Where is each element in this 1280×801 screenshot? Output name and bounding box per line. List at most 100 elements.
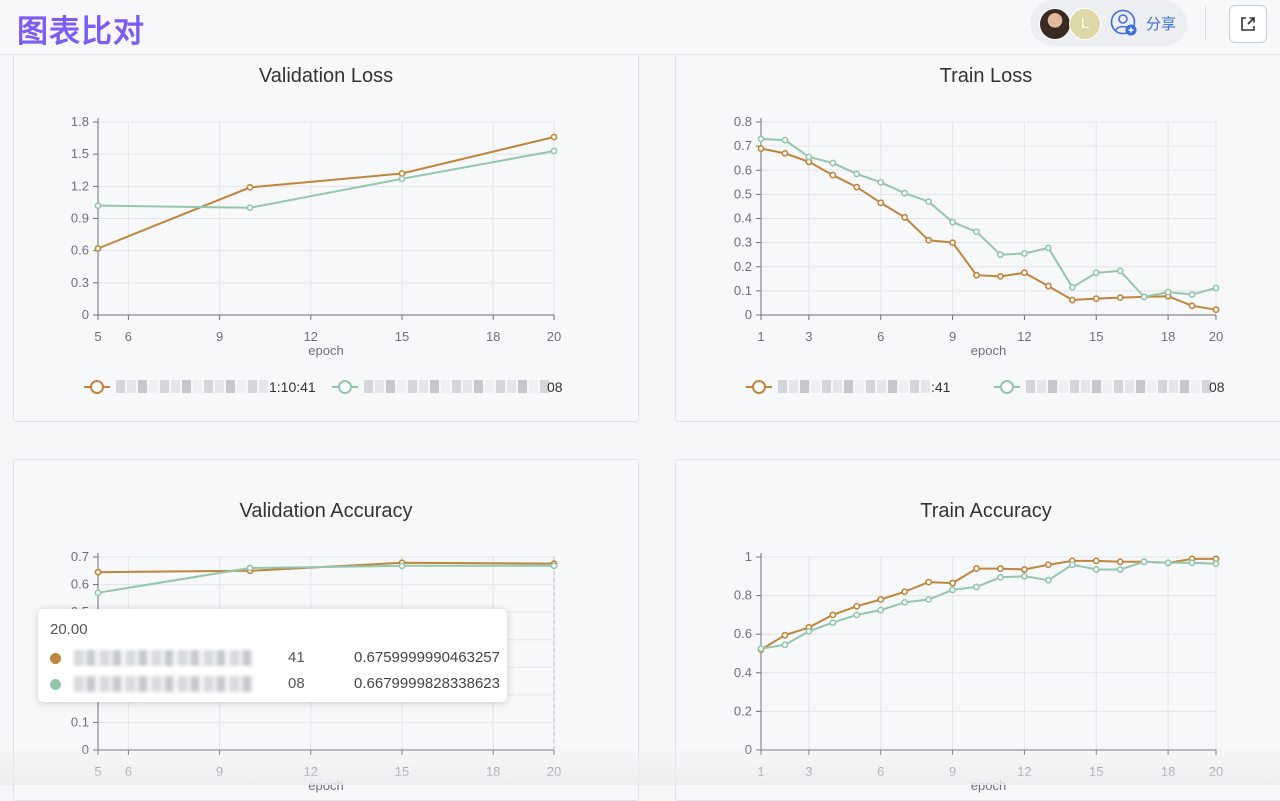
x-tick-label: 9 [216,329,223,344]
x-axis-label: epoch [971,778,1006,793]
redacted-run-name [1037,380,1046,393]
redacted-run-name [237,380,246,393]
data-point [246,564,254,572]
data-point [246,184,254,191]
data-point [94,568,102,576]
redacted-run-name [259,380,268,393]
data-point [973,565,980,572]
x-tick-label: 5 [94,764,101,779]
data-point [997,272,1004,280]
data-point [1116,566,1124,573]
x-tick-label: 3 [805,764,812,779]
redacted-run-name [248,380,257,393]
data-point [94,589,102,597]
collaborators-pill[interactable]: L 分享 [1030,0,1187,46]
data-point [1021,572,1028,580]
data-point [1021,269,1028,277]
x-tick-label: 18 [1161,329,1175,344]
share-button[interactable]: 分享 [1146,15,1177,33]
export-button[interactable] [1229,5,1267,43]
y-tick-label: 0 [82,742,89,757]
x-tick-label: 20 [547,764,561,779]
data-point [973,583,980,591]
data-point [1092,566,1100,573]
legend-marker [1000,380,1014,394]
chart-title: Validation Accuracy [239,500,412,522]
train-loss-chart[interactable]: Train Loss 0 0.1 0.2 0.3 0.4 0.5 0.6 0.7 0.8 1 3 6 9 1… [676,31,1280,421]
legend-label: 08 [1209,379,1225,395]
x-axis-label: epoch [971,343,1006,358]
tooltip-series-suffix: 08 [288,675,305,692]
x-tick-label: 12 [1017,764,1031,779]
chart-panel-validation-loss: Validation Loss 0 0.3 0.6 0.9 1.2 1.5 1.8 5 6 9 12 1… [13,30,639,422]
redacted-run-name [1169,380,1178,393]
x-tick-label: 1 [757,764,764,779]
chart-panel-train-accuracy: Train Accuracy 0 0.2 0.4 0.6 0.8 1 1 3 6 9 12 15 18 20… [675,459,1280,801]
chart-title: Train Accuracy [920,500,1052,522]
data-point [853,602,861,610]
redacted-run-name [1136,380,1145,393]
data-point [1188,291,1196,298]
user-avatar-photo[interactable] [1039,8,1071,40]
data-point [829,619,837,627]
data-point [949,579,956,587]
x-tick-label: 3 [805,329,812,344]
y-tick-label: 0.9 [71,211,89,226]
data-point [1212,306,1220,314]
x-tick-label: 6 [125,764,132,779]
y-tick-label: 0.4 [734,665,752,680]
data-point [94,202,102,210]
train-accuracy-chart[interactable]: Train Accuracy 0 0.2 0.4 0.6 0.8 1 1 3 6 9 12 15 18 20… [676,460,1280,800]
legend-marker [90,380,104,394]
x-tick-label: 20 [547,329,561,344]
tooltip-row: 41 0.6759999990463257 [50,649,500,669]
data-point [949,218,956,226]
y-tick-label: 0.3 [71,275,89,290]
chart-panel-train-loss: Train Loss 0 0.1 0.2 0.3 0.4 0.5 0.6 0.7 0.8 1 3 6 9 1… [675,30,1280,422]
data-point [781,136,789,144]
data-point [877,596,885,603]
redacted-run-name [1180,380,1189,393]
redacted-run-name [800,380,809,393]
x-tick-label: 12 [304,329,318,344]
x-tick-label: 12 [304,764,318,779]
y-tick-label: 0.1 [734,283,752,298]
data-point [853,611,861,619]
data-point [1116,558,1124,566]
data-point [829,171,837,179]
data-point [997,573,1004,581]
tooltip-x-value: 20.00 [50,621,88,638]
series-line-b [97,564,554,594]
redacted-run-name [193,380,202,393]
user-avatar-letter[interactable]: L [1069,8,1101,40]
redacted-run-name [811,380,820,393]
x-tick-label: 18 [1161,764,1175,779]
y-tick-label: 0.6 [71,243,89,258]
data-point [1212,284,1220,292]
data-point [997,565,1004,572]
redacted-run-name [833,380,842,393]
data-point [1044,282,1052,290]
legend-marker [338,380,352,394]
redacted-run-name [855,380,864,393]
redacted-run-name [375,380,384,393]
redacted-run-name [127,380,136,393]
tooltip-series-suffix: 41 [288,649,305,666]
add-user-icon[interactable] [1110,9,1138,37]
data-point [1068,296,1076,304]
x-tick-label: 18 [486,329,500,344]
data-point [829,611,837,619]
data-point [398,562,406,570]
data-point [925,596,933,603]
data-point [829,159,837,167]
x-tick-label: 9 [216,764,223,779]
x-tick-label: 6 [877,329,884,344]
redacted-run-name [182,380,191,393]
y-tick-label: 0.6 [734,162,752,177]
y-tick-label: 0.6 [734,626,752,641]
redacted-run-name [474,380,483,393]
data-point [1068,283,1076,291]
y-tick-label: 0.8 [734,114,752,129]
y-tick-label: 1.2 [71,178,89,193]
validation-loss-chart[interactable]: Validation Loss 0 0.3 0.6 0.9 1.2 1.5 1.8 5 6 9 12 1… [14,31,638,421]
